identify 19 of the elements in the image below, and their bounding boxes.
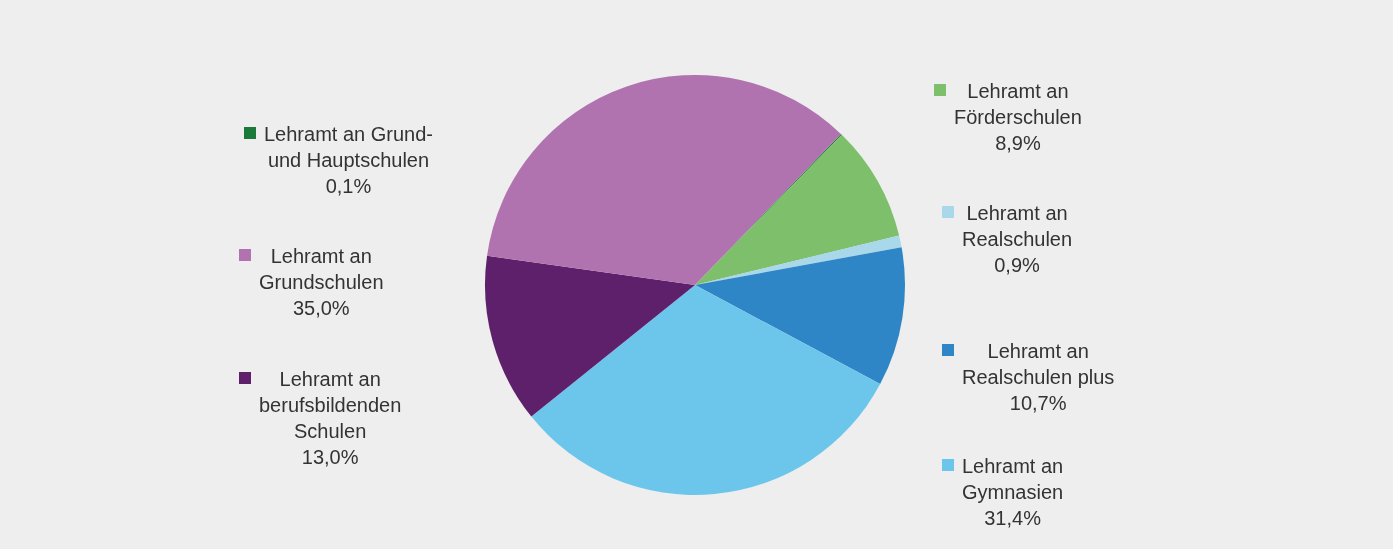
legend-label: Lehramt an berufsbildenden Schulen <box>259 368 402 442</box>
pie-slice <box>487 75 841 285</box>
data-label: 0,9% <box>994 254 1041 276</box>
legend-label: Lehramt an Förderschulen <box>954 80 1082 128</box>
data-label: 0,1% <box>325 175 372 197</box>
data-label: 10,7% <box>1009 392 1067 414</box>
pie-slice <box>531 285 881 495</box>
legend-label: Lehramt an Grundschulen <box>259 245 384 293</box>
data-label: 8,9% <box>995 132 1041 154</box>
legend-label: Lehramt an Gymnasien <box>962 455 1064 503</box>
pie-slice <box>485 255 695 417</box>
legend-label: Lehramt an Realschulen <box>962 202 1073 250</box>
pie-slice <box>695 134 900 285</box>
legend-label: Lehramt an Realschulen plus <box>962 340 1115 388</box>
data-label: 35,0% <box>292 297 350 319</box>
legend-label: Lehramt an Grund- und Hauptschulen <box>264 123 433 171</box>
pie-slice <box>695 247 905 385</box>
data-label: 13,0% <box>301 446 359 468</box>
data-label: 31,4% <box>984 507 1042 529</box>
